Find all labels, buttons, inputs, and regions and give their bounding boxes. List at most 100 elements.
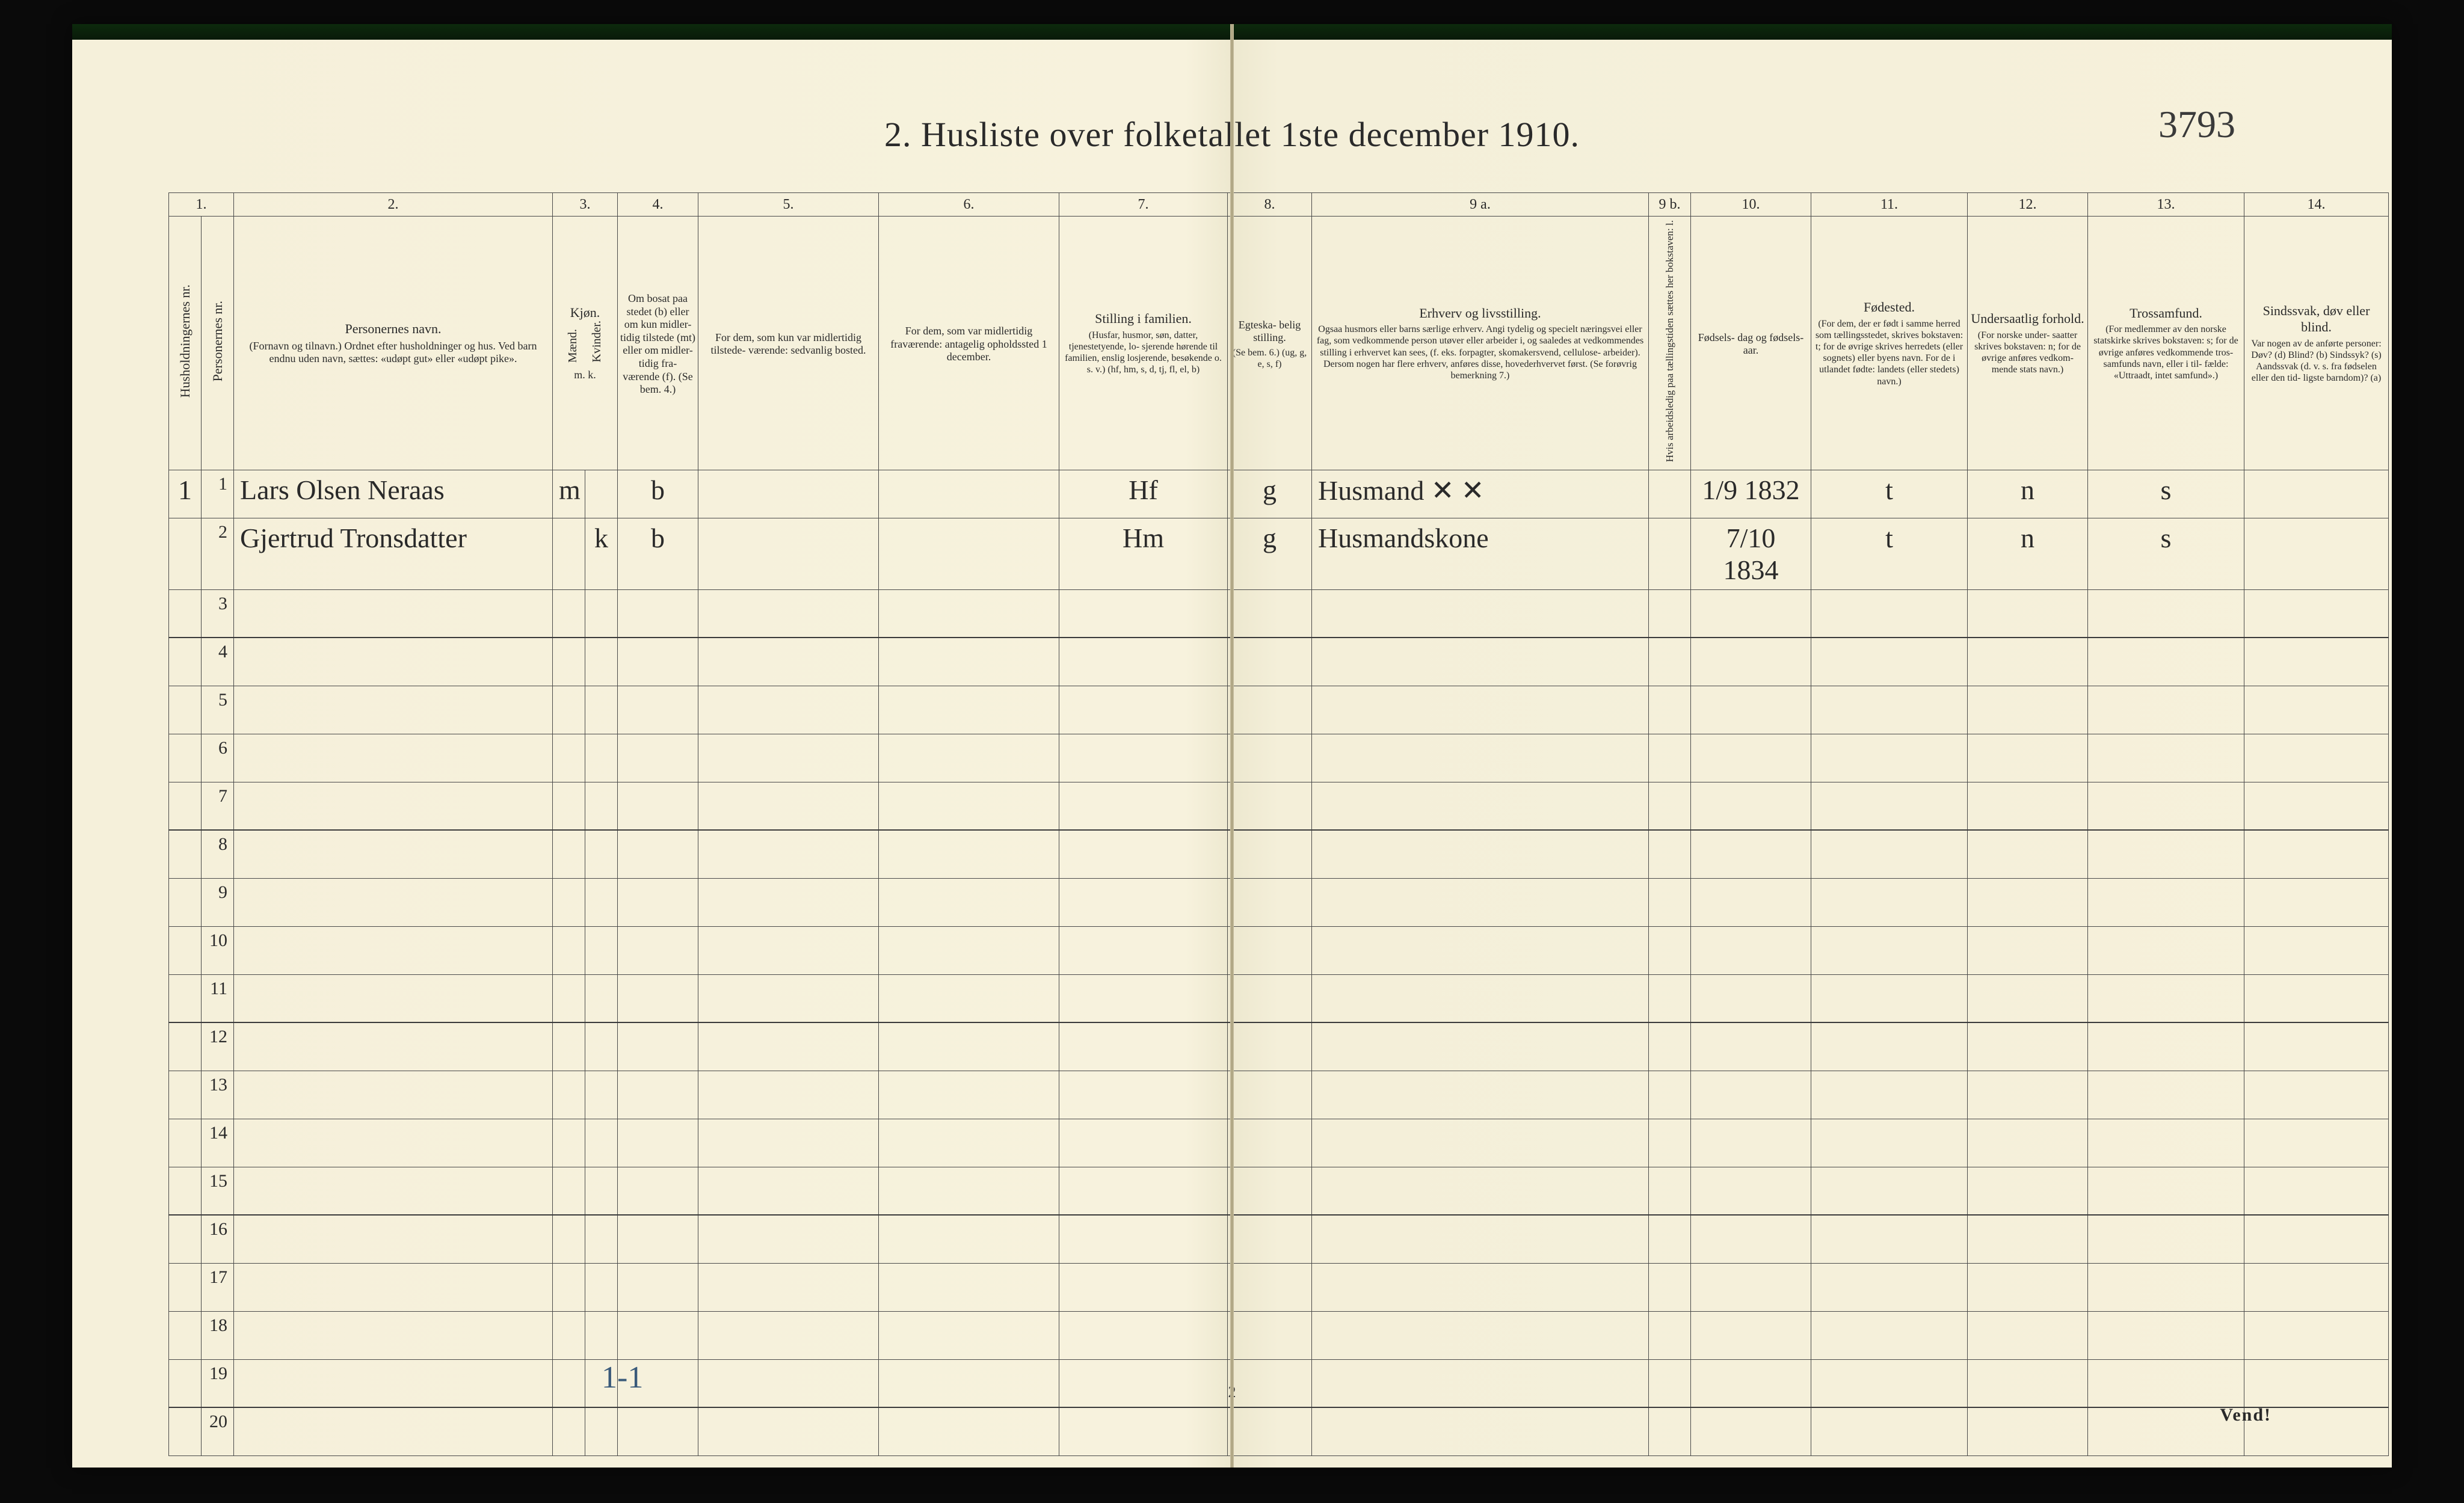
cell-led	[1649, 1071, 1691, 1119]
cell-bosat	[618, 1071, 698, 1119]
cell-famstill	[1059, 589, 1228, 638]
cell-m	[553, 1215, 585, 1263]
cell-tros	[2088, 830, 2244, 878]
cell-mt	[698, 1311, 879, 1359]
hdr-midl-tilstede: For dem, som kun var midlertidig tilsted…	[698, 217, 879, 470]
hdr-sinds-title: Sindssvak, døv eller blind.	[2263, 303, 2370, 335]
cell-led	[1649, 878, 1691, 926]
cell-led	[1649, 782, 1691, 830]
cell-under	[1968, 1359, 2088, 1407]
cell-fsted	[1811, 1215, 1968, 1263]
handwritten-page-number: 3793	[2158, 102, 2235, 147]
cell-tros	[2088, 1167, 2244, 1215]
cell-num: 9	[202, 878, 234, 926]
column-header-row: Husholdningernes nr. Personernes nr. Per…	[169, 217, 2389, 470]
hdr-egtesk-sub: (Se bem. 6.) (ug, g, e, s, f)	[1230, 347, 1309, 370]
cell-egtesk	[1228, 782, 1312, 830]
cell-erhverv	[1312, 1022, 1649, 1071]
cell-m	[553, 589, 585, 638]
cell-bosat	[618, 1022, 698, 1071]
cell-egtesk	[1228, 589, 1312, 638]
cell-tros	[2088, 638, 2244, 686]
cell-frav	[879, 782, 1059, 830]
table-body: 11Lars Olsen NeraasmbHfgHusmand ✕ ✕1/9 1…	[169, 470, 2389, 1455]
cell-fsted	[1811, 1407, 1968, 1455]
cell-fdato	[1691, 638, 1811, 686]
cell-under	[1968, 686, 2088, 734]
cell-sinds	[2244, 734, 2389, 782]
cell-sinds	[2244, 1215, 2389, 1263]
cell-k	[585, 1022, 618, 1071]
cell-frav	[879, 1311, 1059, 1359]
cell-k	[585, 1215, 618, 1263]
cell-k	[585, 1167, 618, 1215]
cell-egtesk	[1228, 1407, 1312, 1455]
cell-mt	[698, 1359, 879, 1407]
cell-sinds	[2244, 1167, 2389, 1215]
cell-led	[1649, 589, 1691, 638]
column-number-row: 1. 2. 3. 4. 5. 6. 7. 8. 9 a. 9 b. 10. 11…	[169, 193, 2389, 217]
hdr-husholdning-nr: Husholdningernes nr.	[169, 217, 202, 470]
cell-sinds	[2244, 1311, 2389, 1359]
cell-k	[585, 638, 618, 686]
cell-erhverv	[1312, 1311, 1649, 1359]
cell-under	[1968, 734, 2088, 782]
cell-mt	[698, 518, 879, 589]
cell-erhverv	[1312, 1071, 1649, 1119]
cell-led	[1649, 974, 1691, 1022]
cell-under	[1968, 1311, 2088, 1359]
cell-num: 3	[202, 589, 234, 638]
vend-label: Vend!	[2220, 1405, 2272, 1425]
hdr-fodested-title: Fødested.	[1864, 300, 1915, 315]
cell-tros: s	[2088, 470, 2244, 518]
cell-mt	[698, 1022, 879, 1071]
cell-sinds	[2244, 686, 2389, 734]
cell-bosat	[618, 1263, 698, 1311]
hdr-undersaat: Undersaatlig forhold. (For norske under-…	[1968, 217, 2088, 470]
hdr-fodested: Fødested. (For dem, der er født i samme …	[1811, 217, 1968, 470]
hdr-egtesk-title: Egteska- belig stilling.	[1230, 319, 1309, 345]
cell-sinds	[2244, 974, 2389, 1022]
table-row: 6	[169, 734, 2389, 782]
cell-egtesk	[1228, 1263, 1312, 1311]
cell-tros	[2088, 1071, 2244, 1119]
cell-fsted	[1811, 734, 1968, 782]
cell-bosat	[618, 734, 698, 782]
cell-num: 17	[202, 1263, 234, 1311]
cell-egtesk	[1228, 830, 1312, 878]
cell-famstill	[1059, 734, 1228, 782]
cell-egtesk	[1228, 926, 1312, 974]
cell-k	[585, 734, 618, 782]
cell-tros	[2088, 1119, 2244, 1167]
cell-tros	[2088, 734, 2244, 782]
hdr-midl-frav-text: For dem, som var midlertidig fraværende:…	[881, 325, 1056, 364]
cell-name	[234, 1119, 553, 1167]
cell-famstill	[1059, 1215, 1228, 1263]
cell-under: n	[1968, 470, 2088, 518]
cell-mt	[698, 686, 879, 734]
hdr-egtesk: Egteska- belig stilling. (Se bem. 6.) (u…	[1228, 217, 1312, 470]
cell-hh	[169, 1263, 202, 1311]
hdr-undersaat-title: Undersaatlig forhold.	[1971, 311, 2084, 326]
cell-num: 5	[202, 686, 234, 734]
cell-k	[585, 470, 618, 518]
cell-fsted	[1811, 1022, 1968, 1071]
cell-k	[585, 926, 618, 974]
cell-name	[234, 1263, 553, 1311]
cell-hh	[169, 1311, 202, 1359]
cell-fsted	[1811, 1119, 1968, 1167]
cell-sinds	[2244, 518, 2389, 589]
table-header: 1. 2. 3. 4. 5. 6. 7. 8. 9 a. 9 b. 10. 11…	[169, 193, 2389, 470]
cell-egtesk	[1228, 686, 1312, 734]
cell-num: 10	[202, 926, 234, 974]
cell-num: 1	[202, 470, 234, 518]
cell-erhverv	[1312, 734, 1649, 782]
census-page: 2. Husliste over folketallet 1ste decemb…	[72, 24, 2392, 1468]
hdr-arbeidsledig: Hvis arbeidsledig paa tællingstiden sætt…	[1649, 217, 1691, 470]
hdr-tros: Trossamfund. (For medlemmer av den norsk…	[2088, 217, 2244, 470]
colnum-6: 6.	[879, 193, 1059, 217]
cell-frav	[879, 878, 1059, 926]
cell-under: n	[1968, 518, 2088, 589]
cell-mt	[698, 1407, 879, 1455]
cell-under	[1968, 1407, 2088, 1455]
